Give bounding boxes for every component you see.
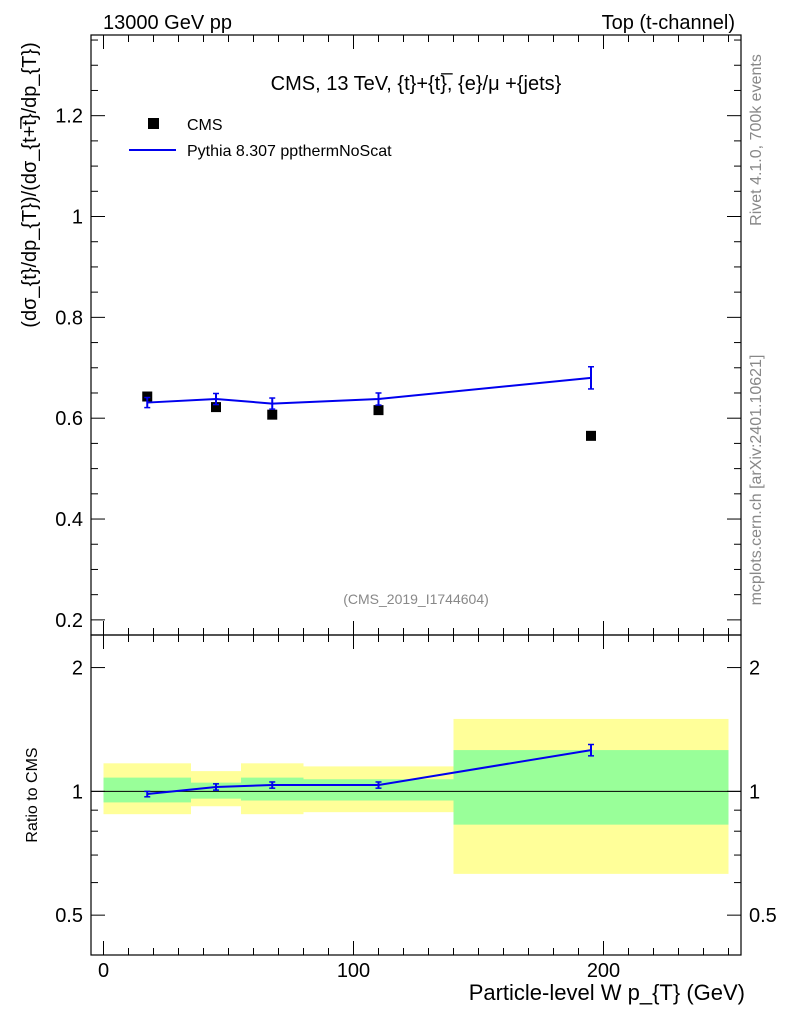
- chart-title: CMS, 13 TeV, {t}+{t}̅, {e}/μ +{jets}: [271, 72, 562, 95]
- ratio-y-tick-label: 0.5: [55, 905, 83, 927]
- ratio-y-tick-label: 1: [72, 781, 83, 803]
- header-right-label: Top (t-channel): [602, 12, 735, 34]
- header-left-label: 13000 GeV pp: [103, 12, 232, 34]
- legend-label-pythia: Pythia 8.307 ppthermNoScat: [187, 143, 392, 160]
- ratio-band-green: [241, 777, 304, 801]
- ratio-frame: [90, 634, 742, 956]
- y-tick-label: 0.8: [55, 307, 83, 329]
- cms-data-point: [142, 391, 153, 402]
- cms-data-point: [267, 409, 278, 420]
- y-tick-label: 0.2: [55, 610, 83, 632]
- cms-data-point: [211, 402, 221, 413]
- y-tick-label: 0.6: [55, 408, 83, 430]
- axes-text: 0 100 200 0.2 0.4 0.6 0.8 1 1.2 0.5 0.5 1 1 2 2 CMS, 13…: [19, 42, 777, 1005]
- ratio-y-tick-label-right: 0.5: [749, 905, 777, 927]
- x-tick-label: 100: [337, 960, 370, 982]
- analysis-watermark: (CMS_2019_I1744604): [343, 591, 489, 607]
- y-tick-label: 1.2: [55, 106, 83, 128]
- rivet-version-label: Rivet 4.1.0, 700k events: [748, 54, 765, 226]
- y-tick-label: 0.4: [55, 509, 83, 531]
- y-tick-label: 1: [72, 207, 83, 229]
- ratio-panel: [90, 634, 742, 956]
- x-tick-label: 0: [98, 960, 109, 982]
- x-tick-label: 200: [587, 960, 620, 982]
- ratio-y-tick-label-right: 2: [749, 658, 760, 680]
- legend-label-cms: CMS: [187, 117, 223, 134]
- cms-data-point: [586, 430, 596, 441]
- ratio-band-green: [453, 750, 729, 825]
- ratio-y-tick-label-right: 1: [749, 781, 760, 803]
- legend-marker-cms: [148, 118, 159, 129]
- ratio-y-tick-label: 2: [72, 658, 83, 680]
- cms-data-point: [373, 405, 384, 416]
- pythia-line: [147, 376, 592, 405]
- y-axis-label: (dσ_{t}/dp_{T})/(dσ_{t+t̅}/dp_{T}): [19, 42, 41, 327]
- ratio-y-axis-label: Ratio to CMS: [24, 747, 41, 842]
- ratio-band-green: [103, 777, 191, 803]
- x-axis-label: Particle-level W p_{T} (GeV): [469, 980, 745, 1005]
- mcplots-label: mcplots.cern.ch [arXiv:2401.10621]: [748, 355, 765, 606]
